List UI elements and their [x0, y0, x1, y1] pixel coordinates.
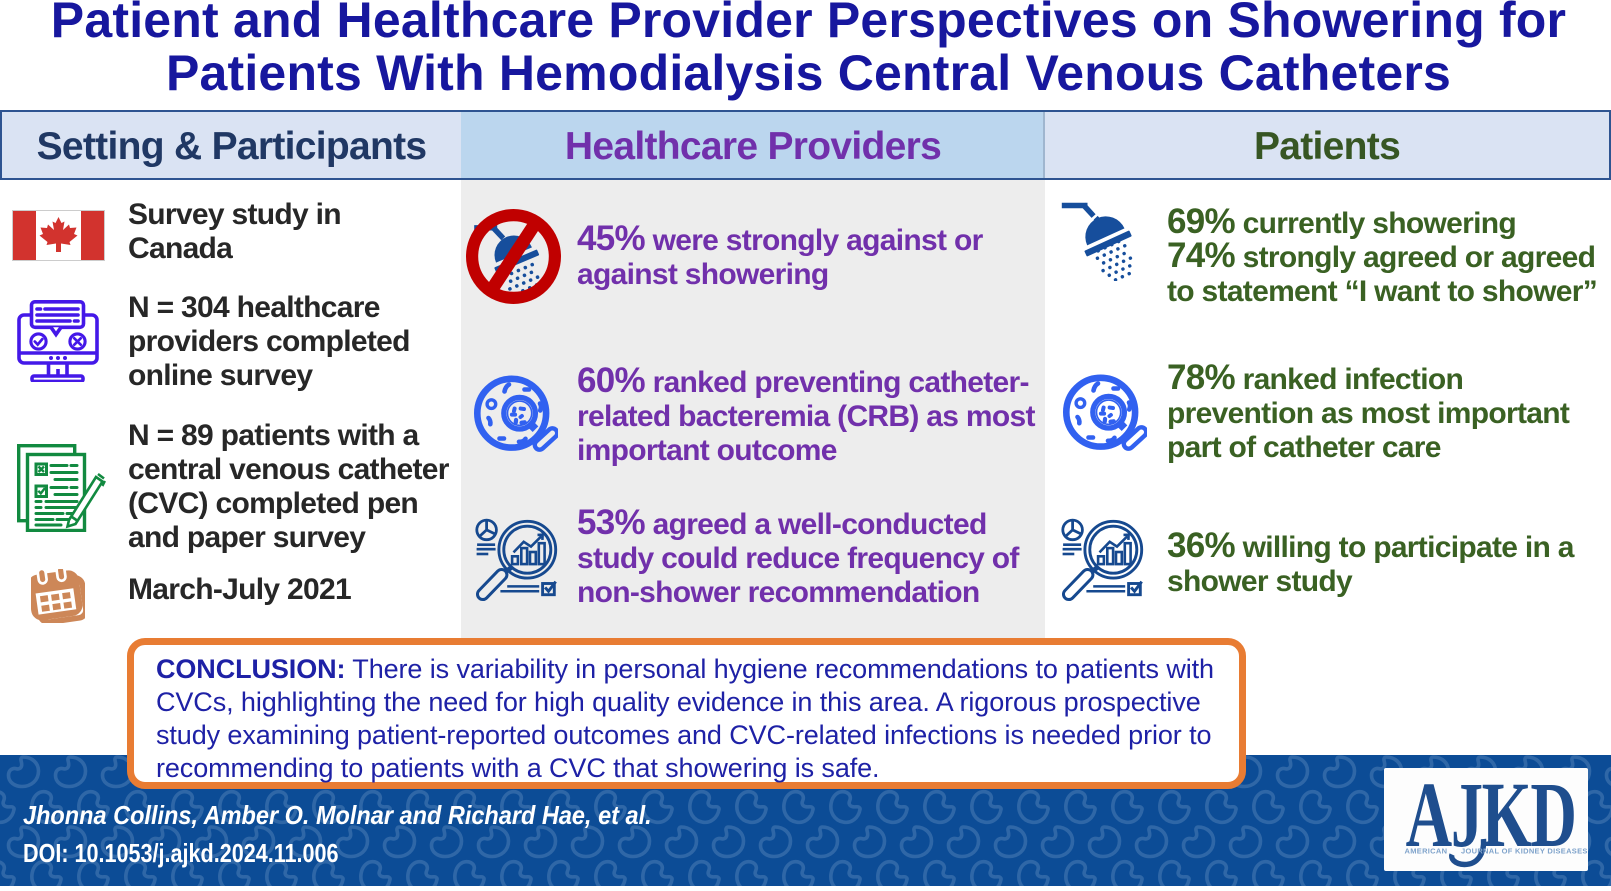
svg-text:JOURNAL OF KIDNEY DISEASES: JOURNAL OF KIDNEY DISEASES: [1461, 847, 1588, 856]
svg-text:AJKD: AJKD: [1406, 768, 1576, 867]
svg-text:AMERICAN: AMERICAN: [1405, 847, 1448, 856]
